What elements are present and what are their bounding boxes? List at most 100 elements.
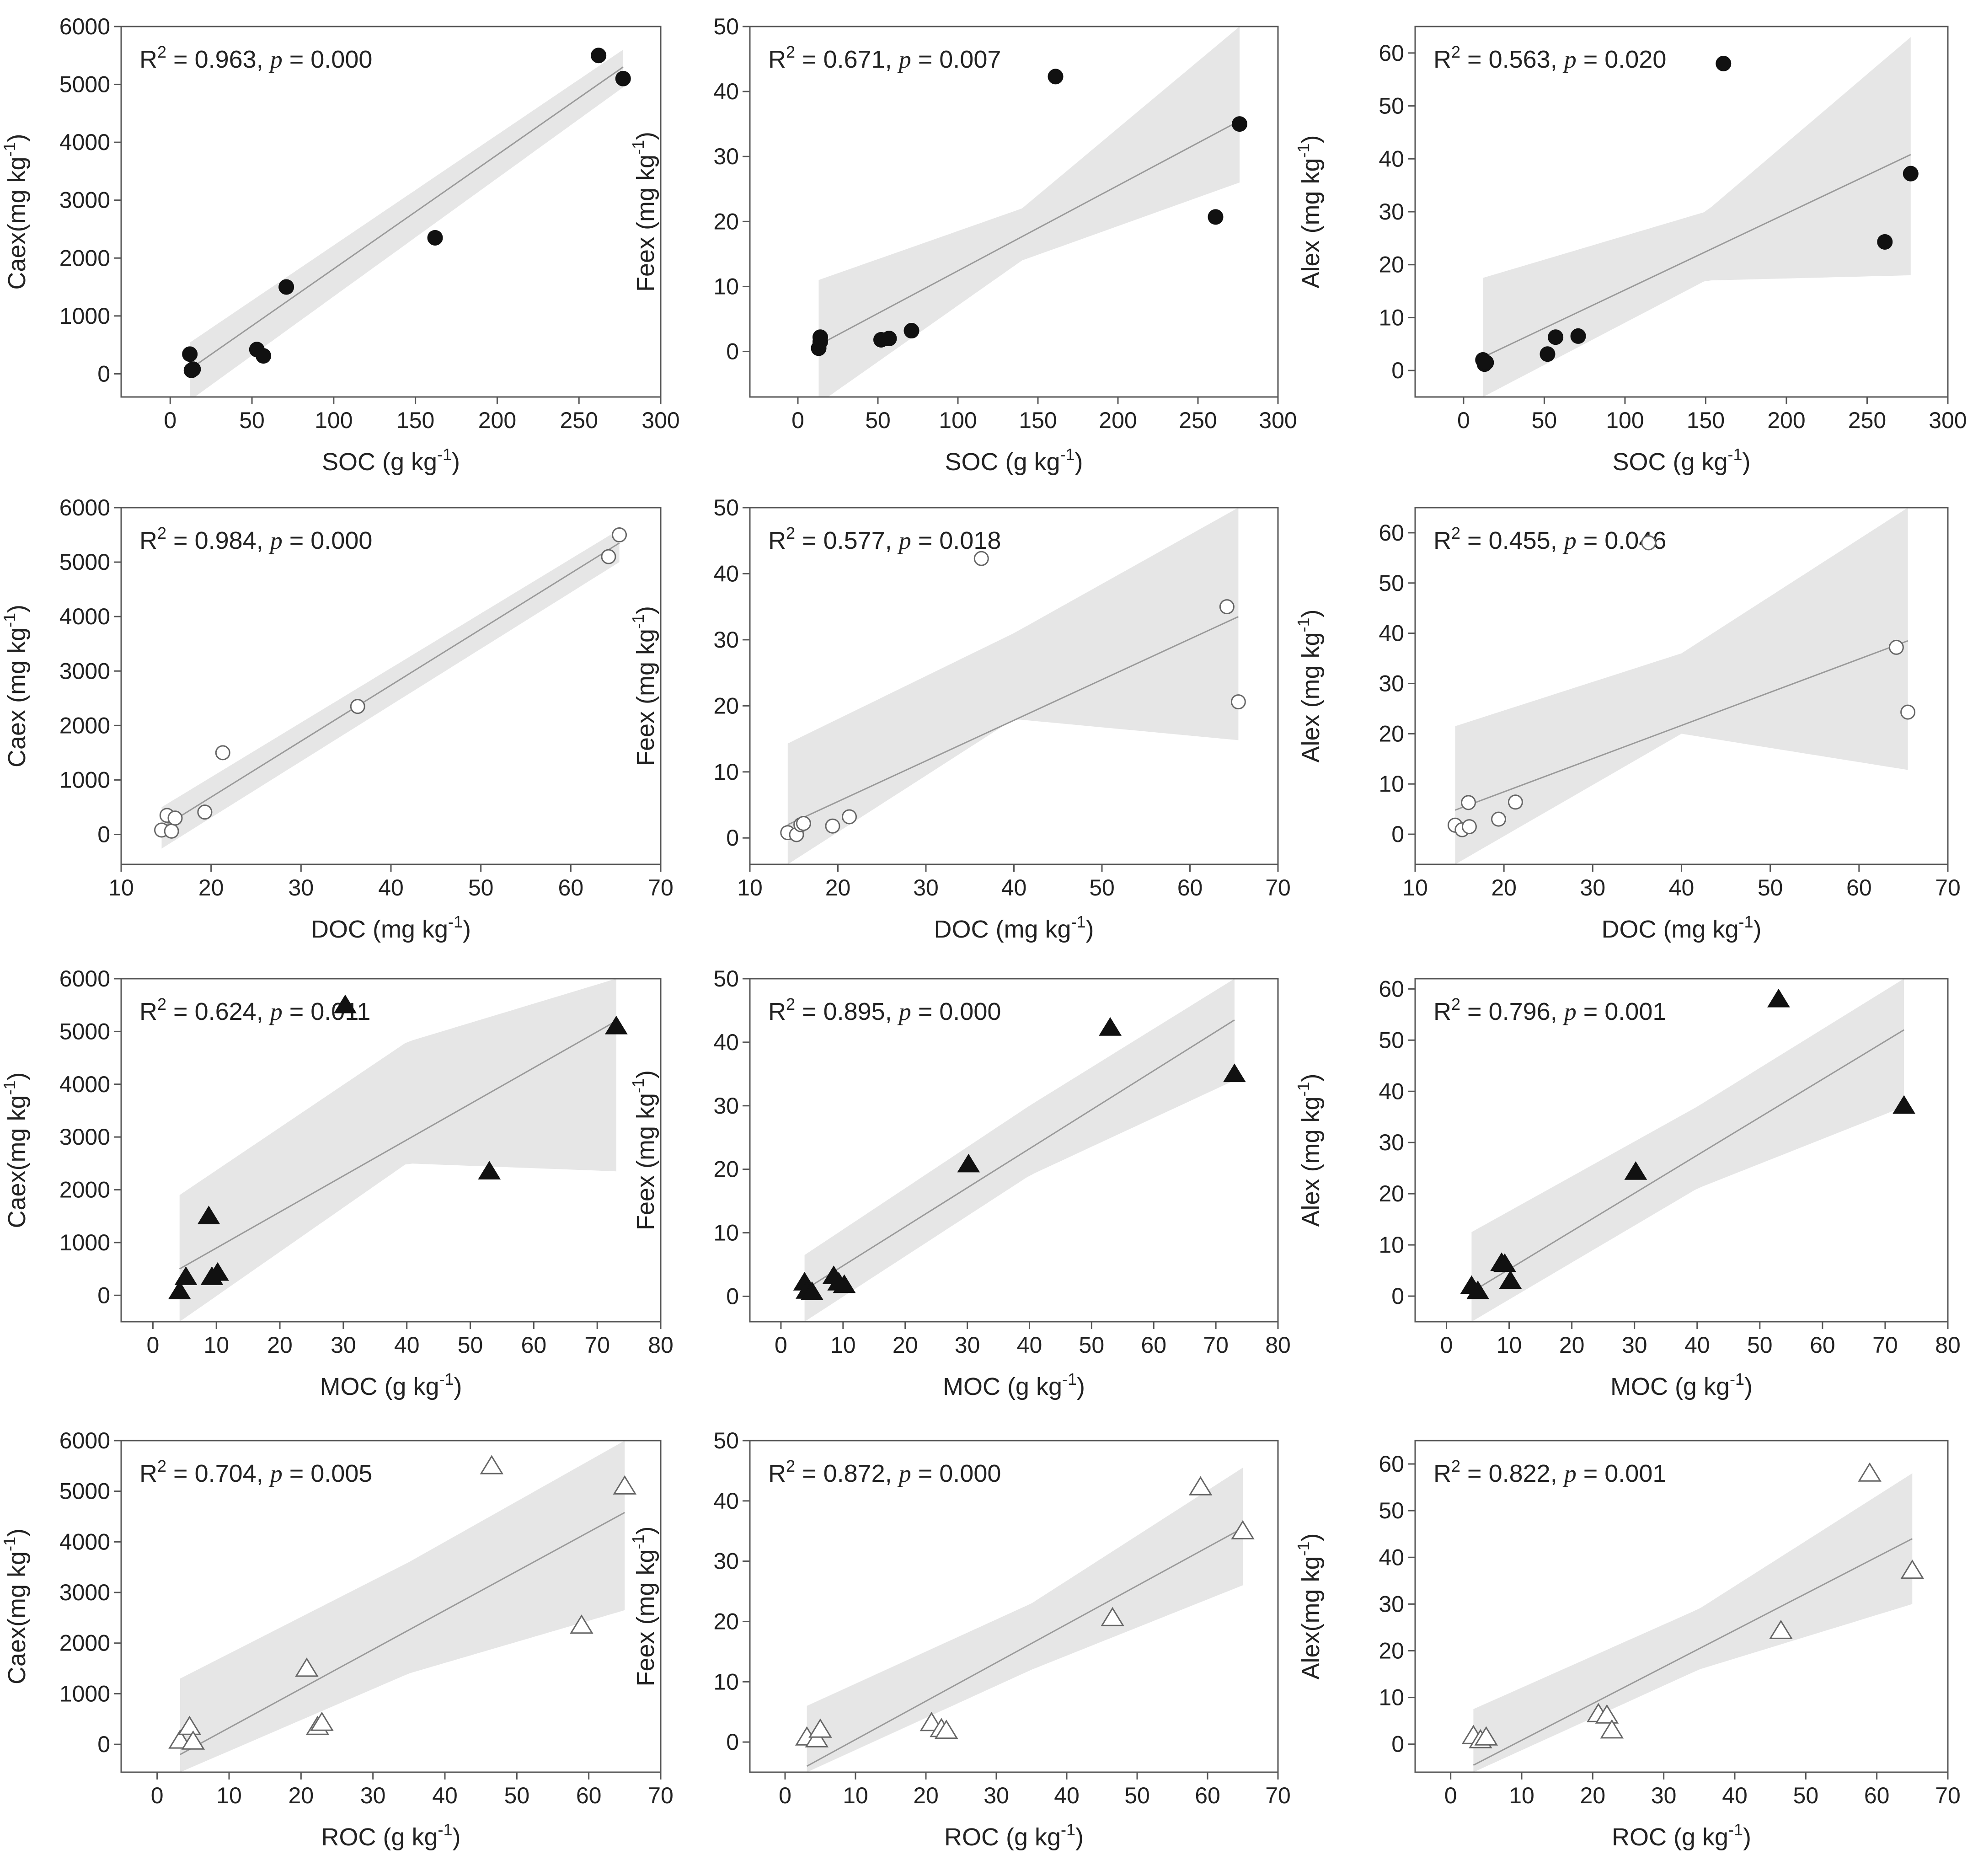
x-tick-label: 60 xyxy=(1195,1783,1220,1808)
data-point xyxy=(256,348,272,364)
confidence-band xyxy=(190,49,623,397)
data-point xyxy=(1101,1607,1124,1626)
data-point xyxy=(183,362,199,378)
y-tick-label: 0 xyxy=(1391,358,1404,383)
y-tick-label: 1000 xyxy=(59,303,110,329)
y-tick-label: 20 xyxy=(713,693,739,718)
x-tick-label: 60 xyxy=(1810,1332,1835,1358)
x-tick-label: 50 xyxy=(458,1332,483,1358)
confidence-band xyxy=(1473,1473,1913,1772)
data-point xyxy=(1048,69,1064,85)
x-tick-label: 80 xyxy=(1265,1332,1291,1358)
x-tick-label: 0 xyxy=(775,1332,787,1358)
x-tick-label: 70 xyxy=(1265,875,1291,900)
y-tick-label: 20 xyxy=(1379,252,1404,278)
data-point xyxy=(197,804,213,820)
data-point xyxy=(215,745,230,761)
y-tick-label: 20 xyxy=(1379,721,1404,746)
r2-annotation: R2 = 0.671, p = 0.007 xyxy=(768,43,1001,73)
regression-line xyxy=(818,120,1240,346)
data-point xyxy=(1466,1280,1489,1299)
confidence-band xyxy=(179,979,616,1322)
x-tick-label: 300 xyxy=(1259,407,1297,433)
confidence-band xyxy=(161,529,620,849)
panel-b3: 10 20 30 40 50 60 70 0 10 20 30 40 50 60 DOC (mg kg-1)… xyxy=(1294,507,1961,943)
y-tick-label: 40 xyxy=(713,561,739,586)
y-tick-label: 50 xyxy=(713,14,739,39)
data-point xyxy=(1540,346,1556,362)
y-axis-label: Caex(mg kg-1) xyxy=(0,1072,31,1228)
data-point xyxy=(825,818,840,834)
y-tick-label: 2000 xyxy=(59,713,110,738)
data-point xyxy=(427,230,443,246)
y-axis-label: Feex (mg kg-1) xyxy=(629,1526,659,1686)
y-tick-label: 40 xyxy=(1379,621,1404,646)
x-tick-label: 50 xyxy=(1089,875,1115,900)
y-tick-label: 30 xyxy=(1379,199,1404,225)
x-tick-label: 60 xyxy=(1141,1332,1166,1358)
data-point xyxy=(1900,1560,1925,1579)
x-tick-label: 10 xyxy=(203,1332,229,1358)
r2-annotation: R2 = 0.624, p = 0.011 xyxy=(139,995,370,1025)
x-tick-label: 50 xyxy=(865,407,891,433)
x-tick-label: 60 xyxy=(521,1332,547,1358)
y-tick-label: 4000 xyxy=(59,604,110,629)
y-tick-label: 0 xyxy=(726,825,739,851)
data-point xyxy=(1499,1270,1522,1289)
data-point xyxy=(1903,166,1919,182)
x-tick-label: 60 xyxy=(558,875,584,900)
data-point xyxy=(796,815,811,831)
data-point xyxy=(310,1711,334,1731)
data-point xyxy=(1223,1063,1246,1083)
x-tick-label: 40 xyxy=(378,875,404,900)
x-tick-label: 200 xyxy=(1099,407,1137,433)
x-tick-label: 70 xyxy=(648,875,674,900)
x-tick-label: 70 xyxy=(584,1332,610,1358)
y-tick-label: 4000 xyxy=(59,129,110,155)
x-tick-label: 40 xyxy=(1669,875,1695,900)
data-point xyxy=(1493,1253,1516,1272)
y-tick-label: 50 xyxy=(1379,93,1404,119)
x-axis-label: ROC (g kg-1) xyxy=(1612,1820,1751,1851)
x-tick-label: 0 xyxy=(791,407,804,433)
x-tick-label: 0 xyxy=(1440,1332,1453,1358)
y-tick-label: 1000 xyxy=(59,1681,110,1706)
y-tick-label: 10 xyxy=(713,759,739,785)
x-tick-label: 0 xyxy=(1457,407,1470,433)
y-tick-label: 50 xyxy=(1379,1027,1404,1053)
x-tick-label: 40 xyxy=(432,1783,458,1808)
panel-a2: 0 50 100 150 200 250 300 0 10 20 30 40 50 SOC (g kg-1… xyxy=(629,14,1297,476)
x-tick-label: 50 xyxy=(1747,1332,1773,1358)
x-tick-label: 20 xyxy=(1580,1783,1606,1808)
regression-line xyxy=(161,542,620,829)
data-point xyxy=(478,1161,501,1179)
data-point xyxy=(174,1266,198,1285)
r2-annotation: R2 = 0.984, p = 0.000 xyxy=(139,524,372,554)
y-tick-label: 20 xyxy=(1379,1181,1404,1206)
y-tick-label: 3000 xyxy=(59,1124,110,1150)
confidence-band xyxy=(807,1468,1243,1772)
x-tick-label: 0 xyxy=(1444,1783,1457,1808)
plot-frame xyxy=(120,26,662,398)
y-tick-label: 10 xyxy=(1379,305,1404,330)
x-tick-label: 40 xyxy=(1017,1332,1042,1358)
x-tick-label: 30 xyxy=(1580,875,1606,900)
x-tick-label: 50 xyxy=(1079,1332,1105,1358)
data-point xyxy=(1641,535,1657,551)
y-tick-label: 40 xyxy=(713,1488,739,1514)
data-point xyxy=(612,527,627,543)
data-point xyxy=(842,809,857,825)
y-tick-label: 40 xyxy=(713,1029,739,1055)
data-point xyxy=(813,329,828,345)
regression-line xyxy=(807,1527,1243,1767)
data-point xyxy=(1595,1704,1619,1724)
regression-line xyxy=(804,1019,1235,1291)
data-point xyxy=(350,699,365,714)
y-tick-label: 50 xyxy=(1379,1498,1404,1523)
r2-annotation: R2 = 0.963, p = 0.000 xyxy=(139,43,372,73)
data-point xyxy=(164,823,179,839)
plot-frame xyxy=(749,26,1279,398)
y-tick-label: 50 xyxy=(713,966,739,992)
data-point xyxy=(334,994,357,1013)
x-tick-label: 250 xyxy=(1179,407,1217,433)
